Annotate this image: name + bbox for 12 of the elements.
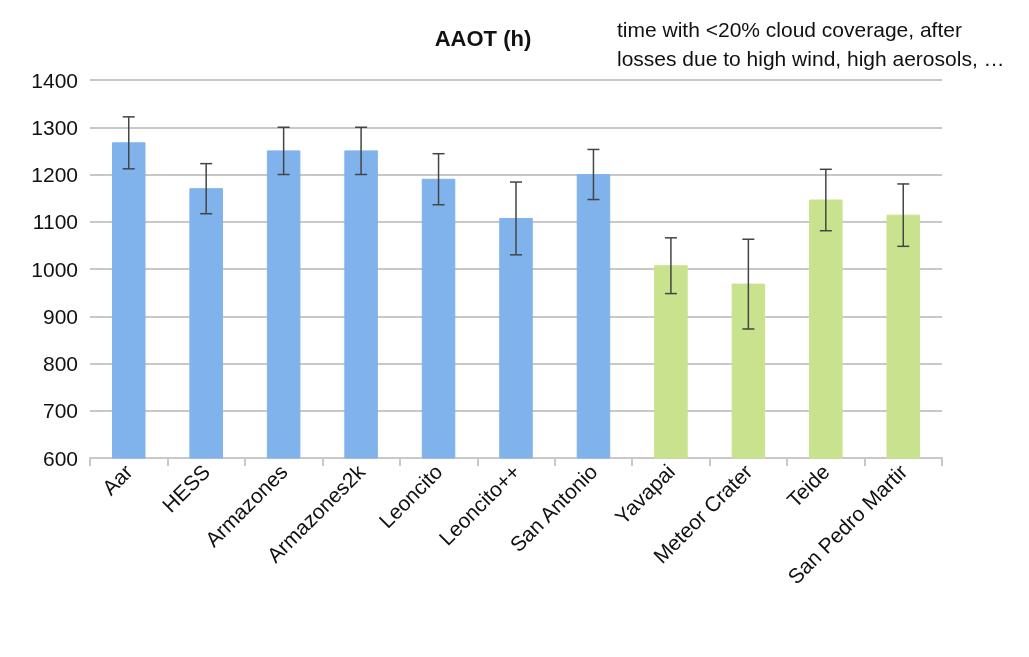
y-tick-label: 800 xyxy=(42,352,78,375)
y-tick-label: 600 xyxy=(42,446,78,470)
x-tick-label: Aar xyxy=(97,459,137,500)
y-tick-label: 1000 xyxy=(31,257,78,281)
y-tick-label: 1400 xyxy=(31,68,78,92)
text: time with <20% cloud coverage, after losses due to high wind, high aerosols, … xyxy=(617,18,1005,70)
y-tick-label: 1200 xyxy=(31,163,78,186)
y-tick-label: 1100 xyxy=(32,210,78,234)
y-tick-label: 1300 xyxy=(31,115,78,139)
y-tick-label: 700 xyxy=(42,399,78,423)
y-tick-label: 900 xyxy=(42,304,78,328)
chart-title: AAOT (h) xyxy=(434,25,532,51)
